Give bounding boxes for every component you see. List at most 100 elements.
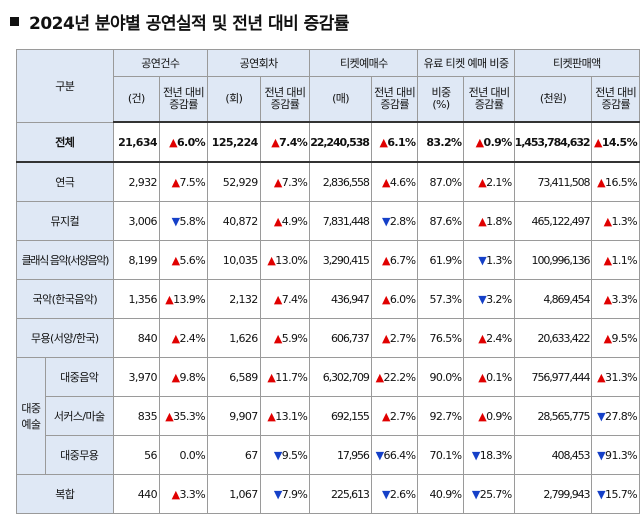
change-value: 66.4% [383,448,416,462]
change-value: 13.1% [275,409,308,423]
decrease-arrow-icon: ▼ [597,409,606,423]
change-value: 6.7% [389,253,416,267]
change-cell: ▲1.3% [591,201,640,241]
decrease-arrow-icon: ▼ [471,448,480,462]
change-value: 1.1% [611,253,637,267]
increase-arrow-icon: ▲ [379,135,388,149]
value-cell: 3,290,415 [309,240,372,280]
decrease-arrow-icon: ▼ [471,487,480,501]
change-cell: ▼27.8% [591,396,640,436]
row-label: 뮤지컬 [16,201,114,241]
change-cell: ▲7.5% [158,161,209,202]
increase-arrow-icon: ▲ [603,331,612,345]
change-value: 14.5% [601,135,638,149]
row-label: 대중무용 [44,435,114,475]
decrease-arrow-icon: ▼ [273,487,282,501]
change-value: 2.8% [389,214,416,228]
header-change-4: 전년 대비 증감률 [591,76,640,123]
table-row: 전체 21,634 ▲6.0% 125,224 ▲7.4% 22,240,538 ▲6.1%… [16,121,640,163]
change-value: 2.6% [389,487,416,501]
decrease-arrow-icon: ▼ [478,292,487,306]
change-cell: ▲13.1% [259,396,311,436]
header-change-3: 전년 대비 증감률 [463,76,515,123]
change-value: 0.1% [486,370,512,384]
value-cell: 21,634 [112,121,160,163]
increase-arrow-icon: ▲ [382,292,390,306]
table-row: 클래식 음악(서양음악) 8,199 ▲5.6% 10,035 ▲13.0% 3,290,… [16,240,640,280]
change-cell: ▲6.1% [370,121,419,163]
change-cell: ▼2.8% [370,201,419,241]
change-value: 5.6% [179,253,206,267]
increase-arrow-icon: ▲ [171,370,180,384]
value-cell: 2,932 [112,161,160,202]
change-value: 25.7% [479,487,513,501]
change-value: 2.1% [486,175,512,189]
change-cell: ▲31.3% [591,357,640,397]
change-cell: ▼9.5% [259,435,311,475]
increase-arrow-icon: ▲ [165,292,174,306]
change-value: 9.5% [611,331,637,345]
increase-arrow-icon: ▲ [169,135,177,149]
value-cell: 61.9% [417,240,465,280]
change-value: 22.2% [383,370,416,384]
value-cell: 408,453 [513,435,593,475]
increase-arrow-icon: ▲ [273,292,282,306]
change-cell: ▲2.4% [463,318,515,358]
change-cell: ▼1.3% [463,240,515,280]
change-cell: ▲6.0% [370,279,419,319]
table-row: 연극 2,932 ▲7.5% 52,929 ▲7.3% 2,836,558 ▲4.6% 87.… [16,161,640,202]
value-cell: 100,996,136 [513,240,593,280]
value-cell: 606,737 [309,318,372,358]
header-group-sales: 티켓판매액 [513,49,640,77]
table-row: 대중무용 56 0.0% 67 ▼9.5% 17,956 ▼66.4% 70.1% ▼18.3%… [17,435,640,475]
increase-arrow-icon: ▲ [171,331,180,345]
increase-arrow-icon: ▲ [171,175,180,189]
decrease-arrow-icon: ▼ [382,487,390,501]
change-value: 7.3% [281,175,308,189]
change-value: 7.4% [279,135,308,149]
change-value: 1.8% [486,214,512,228]
header-change-2: 전년 대비 증감률 [370,76,419,123]
change-cell: ▼91.3% [591,435,640,475]
change-cell: ▼18.3% [463,435,515,475]
change-cell: ▲5.9% [259,318,311,358]
change-cell: ▲9.5% [591,318,640,358]
increase-arrow-icon: ▲ [478,409,487,423]
change-cell: ▲22.2% [370,357,419,397]
change-cell: ▲6.0% [158,121,209,163]
value-cell: 4,869,454 [513,279,593,319]
change-cell: ▲1.1% [591,240,640,280]
header-category: 구분 [16,49,114,123]
change-value: 16.5% [605,175,638,189]
value-cell: 87.6% [417,201,465,241]
increase-arrow-icon: ▲ [267,370,276,384]
decrease-arrow-icon: ▼ [273,448,282,462]
value-cell: 692,155 [309,396,372,436]
value-cell: 7,831,448 [309,201,372,241]
increase-arrow-icon: ▲ [165,409,174,423]
change-cell: ▲7.3% [259,161,311,202]
value-cell: 2,799,943 [513,474,593,514]
row-label: 클래식 음악(서양음악) [16,240,114,280]
increase-arrow-icon: ▲ [171,487,180,501]
increase-arrow-icon: ▲ [382,331,390,345]
row-label: 국악(한국음악) [16,279,114,319]
header-change-1: 전년 대비 증감률 [259,76,311,123]
change-value: 2.4% [179,331,206,345]
change-value: 18.3% [479,448,513,462]
change-cell: ▲11.7% [259,357,311,397]
increase-arrow-icon: ▲ [597,175,606,189]
increase-arrow-icon: ▲ [267,409,276,423]
increase-arrow-icon: ▲ [603,292,612,306]
change-cell: ▲7.4% [259,121,311,163]
value-cell: 28,565,775 [513,396,593,436]
value-cell: 76.5% [417,318,465,358]
increase-arrow-icon: ▲ [593,135,602,149]
change-value: 0.0% [179,448,206,462]
value-cell: 1,067 [207,474,261,514]
change-cell: ▲35.3% [158,396,209,436]
header-group-paid-ratio: 유료 티켓 예매 비중 [417,49,515,77]
change-value: 13.9% [173,292,206,306]
table-row: 서커스/마술 835 ▲35.3% 9,907 ▲13.1% 692,155 ▲2.7% 92… [17,396,640,436]
page-title: 2024년 분야별 공연실적 및 전년 대비 증감률 [10,6,350,36]
